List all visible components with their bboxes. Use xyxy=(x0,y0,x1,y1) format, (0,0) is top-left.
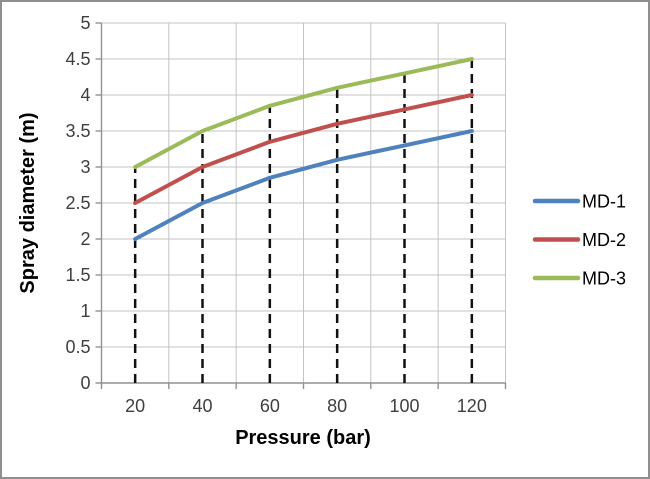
y-tick-label: 4.5 xyxy=(65,49,90,69)
y-tick-label: 0 xyxy=(80,373,90,393)
legend: MD-1 MD-2 MD-3 xyxy=(532,192,626,289)
x-tick-label: 60 xyxy=(260,396,280,416)
x-tick-label: 80 xyxy=(327,396,347,416)
legend-item-md-3: MD-3 xyxy=(532,269,626,289)
legend-item-md-1: MD-1 xyxy=(532,192,626,212)
y-tick-label: 2 xyxy=(80,229,90,249)
axes xyxy=(95,22,507,389)
x-tick-label: 20 xyxy=(125,396,145,416)
series-line-md-2 xyxy=(133,93,474,205)
gridlines xyxy=(101,22,506,383)
y-tick-label: 0.5 xyxy=(65,337,90,357)
y-tick-label: 3 xyxy=(80,157,90,177)
y-tick-label: 4 xyxy=(80,85,90,105)
x-tick-label: 40 xyxy=(192,396,212,416)
y-tick-label: 5 xyxy=(80,13,90,33)
y-axis-title: Spray diameter (m) xyxy=(17,112,39,293)
series-lines xyxy=(133,57,474,241)
series-line-md-1 xyxy=(133,129,474,241)
legend-label: MD-2 xyxy=(582,230,626,250)
y-tick-label: 3.5 xyxy=(65,121,90,141)
x-tick-label: 100 xyxy=(389,396,419,416)
legend-item-md-2: MD-2 xyxy=(532,230,626,250)
series-line-md-3 xyxy=(133,57,474,169)
y-tick-label: 2.5 xyxy=(65,193,90,213)
legend-label: MD-3 xyxy=(582,269,626,289)
y-tick-label: 1 xyxy=(80,301,90,321)
legend-label: MD-1 xyxy=(582,192,626,212)
tick-labels: 0 0.5 1 1.5 2 2.5 3 3.5 4 4.5 5 20 40 60 80 100 120 xyxy=(65,13,486,416)
x-axis-title: Pressure (bar) xyxy=(235,427,371,449)
y-tick-label: 1.5 xyxy=(65,265,90,285)
x-tick-label: 120 xyxy=(457,396,487,416)
